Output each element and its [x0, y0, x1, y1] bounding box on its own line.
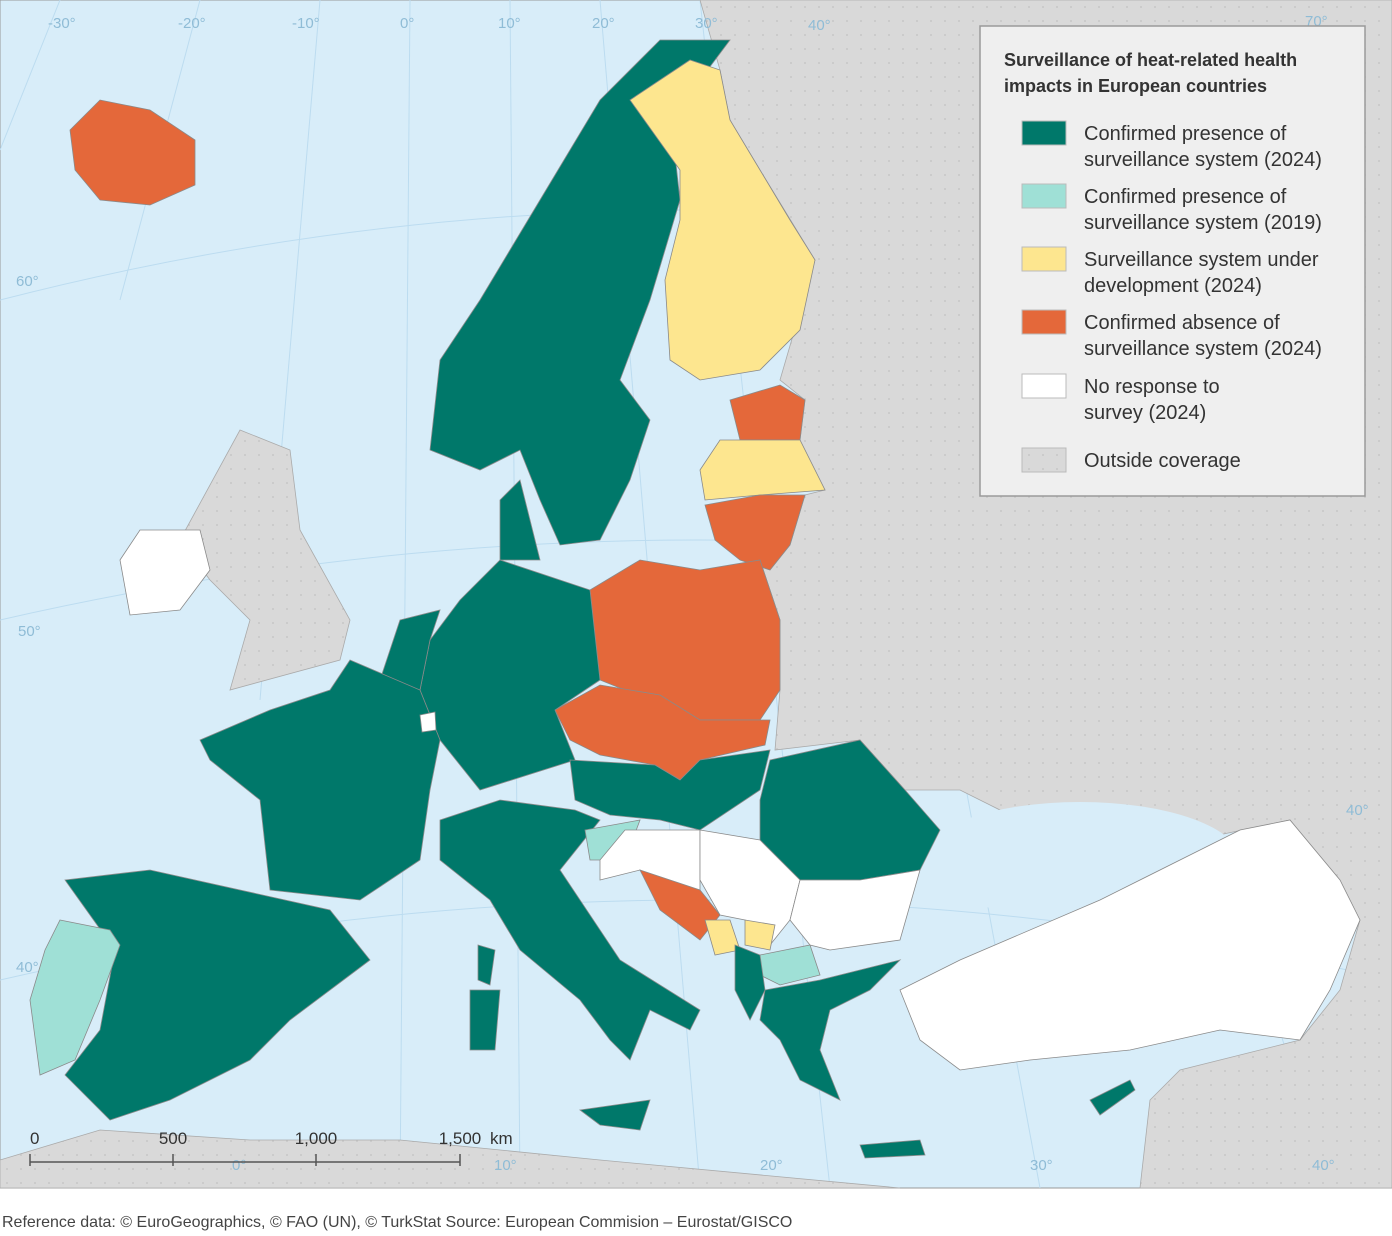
graticule-label: 10° [494, 1157, 517, 1174]
graticule-label: -10° [292, 15, 320, 32]
graticule-label: 0° [232, 1157, 246, 1174]
country [29, 919, 121, 1076]
map: -30° -20° -10° 0° 10° 20° 30° 40° 70°60°50°40°40… [0, 0, 1392, 1189]
scale-label: 500 [159, 1129, 187, 1148]
footer: Reference data: © EuroGeographics, © FAO… [2, 1214, 793, 1231]
graticule-label: 50° [18, 623, 41, 640]
legend-label: surveillance system (2019) [1084, 212, 1322, 234]
graticule-label: 40° [1312, 1157, 1335, 1174]
legend: Surveillance of heat-related health impa… [979, 25, 1366, 497]
legend-label: Confirmed presence of [1084, 123, 1287, 145]
country [419, 711, 437, 733]
legend-title: impacts in European countries [1004, 76, 1267, 96]
country [379, 609, 441, 691]
graticule-label: 20° [760, 1157, 783, 1174]
country [578, 1099, 651, 1131]
country [477, 944, 496, 986]
country [439, 799, 701, 1061]
scale-label: 0 [30, 1129, 39, 1148]
legend-swatch [1021, 309, 1067, 335]
country [729, 384, 806, 441]
country [789, 869, 921, 951]
legend-label: No response to [1084, 376, 1220, 398]
legend-swatch [1021, 120, 1067, 146]
country [119, 529, 211, 616]
legend-label: Surveillance system under [1084, 249, 1319, 271]
country [744, 919, 776, 951]
legend-label: surveillance system (2024) [1084, 338, 1322, 360]
legend-label: Outside coverage [1084, 450, 1241, 472]
legend-label: Confirmed absence of [1084, 312, 1280, 334]
legend-swatch [1021, 447, 1067, 473]
graticule-label: 30° [1030, 1157, 1053, 1174]
country [64, 869, 371, 1121]
graticule-label: 0° [400, 15, 414, 32]
country [429, 39, 731, 546]
legend-swatch [1021, 373, 1067, 399]
scale-label: 1,000 [295, 1129, 338, 1148]
legend-label: surveillance system (2024) [1084, 149, 1322, 171]
graticule-label: -20° [178, 15, 206, 32]
country [734, 944, 766, 1021]
country [1089, 1079, 1136, 1116]
country [759, 959, 902, 1101]
countries [29, 39, 1361, 1159]
scale-unit: km [490, 1129, 513, 1148]
country [569, 749, 771, 831]
country [629, 59, 816, 381]
graticule-label: 30° [695, 15, 718, 32]
scale-bar: 0 500 1,000 1,500 km [29, 1129, 513, 1166]
country [899, 819, 1361, 1071]
legend-title: Surveillance of heat-related health [1004, 50, 1297, 70]
country [704, 494, 806, 571]
graticule-label: 40° [16, 959, 39, 976]
legend-swatch [1021, 246, 1067, 272]
graticule-label: 10° [498, 15, 521, 32]
graticule-label: 20° [592, 15, 615, 32]
country [69, 99, 196, 206]
legend-label: survey (2024) [1084, 402, 1206, 424]
legend-label: Confirmed presence of [1084, 186, 1287, 208]
country [859, 1139, 926, 1159]
country [554, 684, 771, 781]
country [469, 989, 501, 1051]
graticule-label: 40° [808, 17, 831, 34]
graticule-label: -30° [48, 15, 76, 32]
country [699, 439, 826, 501]
country [199, 659, 441, 901]
country [499, 479, 541, 561]
graticule-label: 40° [1346, 802, 1369, 819]
scale-label: 1,500 [439, 1129, 482, 1148]
legend-label: development (2024) [1084, 275, 1262, 297]
graticule-label: 60° [16, 273, 39, 290]
legend-swatch [1021, 183, 1067, 209]
